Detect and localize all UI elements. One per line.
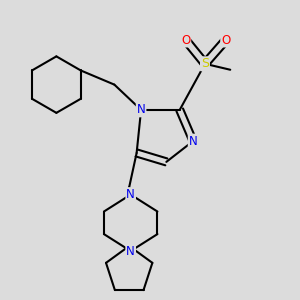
Text: O: O — [221, 34, 230, 46]
Text: S: S — [201, 57, 209, 70]
Text: N: N — [126, 188, 135, 201]
Text: N: N — [126, 244, 135, 258]
Text: N: N — [137, 103, 146, 116]
Text: O: O — [181, 34, 190, 46]
Text: N: N — [189, 135, 197, 148]
